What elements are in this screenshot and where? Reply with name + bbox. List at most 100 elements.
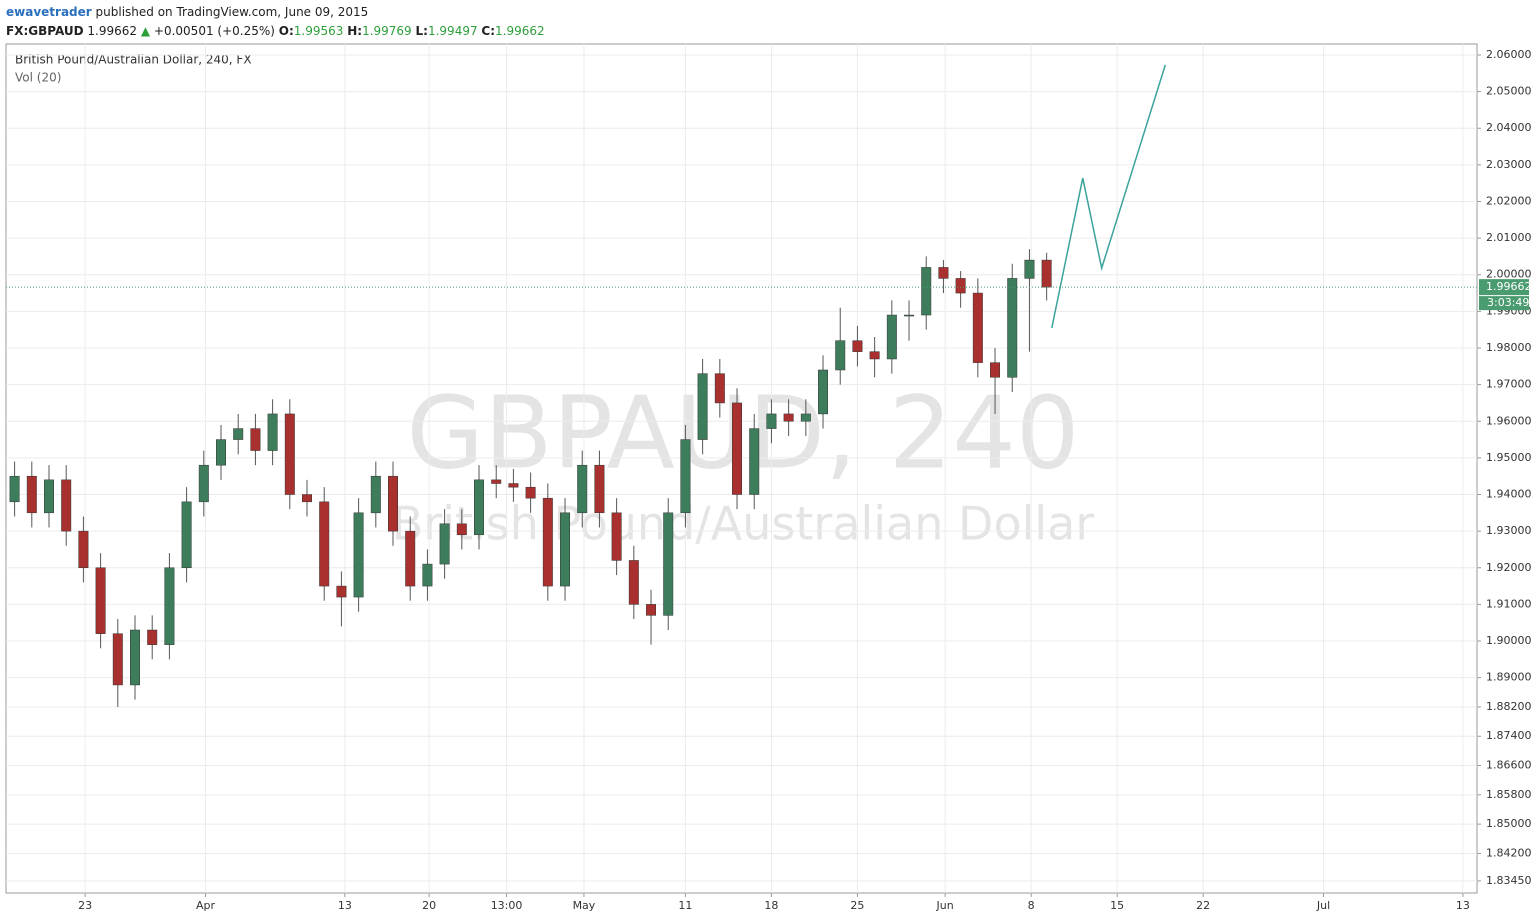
x-tick-label: 13:00: [491, 899, 523, 912]
ohlc-value: 1.99497: [427, 24, 478, 38]
candle-body: [818, 369, 829, 415]
ohlc-label: C:: [481, 24, 496, 38]
legend-volume: Vol (20): [15, 71, 61, 85]
candle-body: [250, 428, 261, 451]
x-tick-label: Jun: [936, 899, 954, 912]
ohlc: O:1.99563 H:1.99769 L:1.99497 C:1.99662: [279, 24, 545, 38]
x-tick-label: May: [573, 899, 596, 912]
legend-title: British Pound/Australian Dollar, 240, FX: [15, 53, 252, 67]
header: ewavetrader published on TradingView.com…: [6, 3, 545, 41]
change: +0.00501 (+0.25%): [153, 24, 275, 38]
y-tick-label: 1.96000: [1486, 414, 1532, 427]
candle-body: [972, 292, 983, 363]
candle-body: [1041, 259, 1052, 288]
candle-body: [336, 585, 347, 598]
candle-body: [422, 563, 433, 587]
x-tick-label: 25: [850, 899, 864, 912]
y-tick-label: 1.93000: [1486, 524, 1532, 537]
candle-body: [95, 567, 106, 634]
candle-body: [456, 523, 467, 536]
y-tick-label: 2.03000: [1486, 158, 1532, 171]
y-tick-label: 1.84200: [1486, 846, 1532, 859]
ohlc-value: 1.99662: [495, 24, 545, 38]
candle-body: [697, 373, 708, 440]
y-tick-label: 2.05000: [1486, 85, 1532, 98]
user[interactable]: ewavetrader: [6, 5, 92, 19]
ohlc-value: 1.99563: [293, 24, 344, 38]
ohlc-label: O:: [278, 24, 294, 38]
watermark-symbol: GBPAUD, 240: [406, 374, 1079, 491]
candle-body: [646, 604, 657, 616]
candle-body: [714, 373, 725, 404]
candle-body: [955, 278, 966, 294]
y-tick-label: 1.89000: [1486, 671, 1532, 684]
x-tick-label: 13: [1456, 899, 1470, 912]
candle-body: [611, 512, 622, 561]
candle-body: [233, 428, 244, 440]
y-tick-label: 1.90000: [1486, 634, 1532, 647]
candle-body: [44, 479, 54, 514]
x-tick-label: 15: [1110, 899, 1124, 912]
candle-body: [181, 501, 192, 569]
x-tick-label: 11: [678, 899, 692, 912]
y-tick-label: 1.98000: [1486, 341, 1532, 354]
y-tick-label: 1.85800: [1486, 788, 1532, 801]
y-tick-label: 1.87400: [1486, 729, 1532, 742]
candle-body: [78, 530, 89, 569]
candle-body: [938, 267, 949, 279]
candle-body: [663, 512, 674, 616]
y-tick-label: 1.97000: [1486, 378, 1532, 391]
candle-body: [577, 464, 588, 514]
y-tick-label: 1.95000: [1486, 451, 1532, 464]
candle-body: [353, 512, 364, 598]
y-tick-label: 2.02000: [1486, 194, 1532, 207]
candle-body: [112, 633, 123, 686]
last-price-box: [1479, 279, 1529, 296]
symbol: FX:GBPAUD: [6, 24, 84, 38]
x-tick-label: 22: [1196, 899, 1210, 912]
y-tick-label: 1.92000: [1486, 561, 1532, 574]
candle-body: [1024, 259, 1035, 279]
candle-body: [284, 413, 295, 495]
candle-body: [628, 560, 639, 605]
countdown-box: [1479, 296, 1529, 311]
x-tick-label: 8: [1028, 899, 1035, 912]
x-tick-label: 18: [764, 899, 778, 912]
y-tick-label: 1.88200: [1486, 700, 1532, 713]
candle-body: [921, 267, 932, 316]
candle-body: [198, 464, 209, 503]
candle-body: [680, 439, 691, 514]
candle-body: [1007, 278, 1018, 378]
candle-body: [886, 314, 897, 360]
candle-body: [852, 340, 863, 352]
watermark-description: British Pound/Australian Dollar: [392, 497, 1095, 551]
y-tick-label: 1.91000: [1486, 597, 1532, 610]
publish-line: ewavetrader published on TradingView.com…: [6, 3, 545, 22]
y-tick-label: 1.94000: [1486, 488, 1532, 501]
candle-body: [594, 464, 605, 514]
candle-body: [835, 340, 846, 371]
projection-line: [1051, 64, 1167, 329]
candle-body: [474, 479, 484, 536]
y-tick-label: 1.85000: [1486, 817, 1532, 830]
x-tick-label: 20: [422, 899, 436, 912]
y-tick-label: 1.86600: [1486, 759, 1532, 772]
price: 1.99662: [87, 24, 138, 38]
candle-body: [9, 475, 20, 503]
candle-body: [267, 413, 278, 451]
y-tick-label: 2.00000: [1486, 268, 1532, 281]
countdown-label: 3:03:49: [1487, 296, 1529, 309]
candle-body: [491, 479, 502, 484]
candle-body: [508, 483, 519, 488]
candle-body: [766, 413, 777, 429]
candle-body: [783, 413, 794, 422]
candle-body: [319, 501, 330, 587]
candle-body: [732, 402, 743, 495]
candle-body: [525, 486, 536, 499]
ohlc-value: 1.99769: [362, 24, 412, 38]
candle-body: [61, 479, 72, 532]
last-price-label: 1.99662: [1486, 280, 1532, 293]
candle-body: [869, 351, 880, 360]
